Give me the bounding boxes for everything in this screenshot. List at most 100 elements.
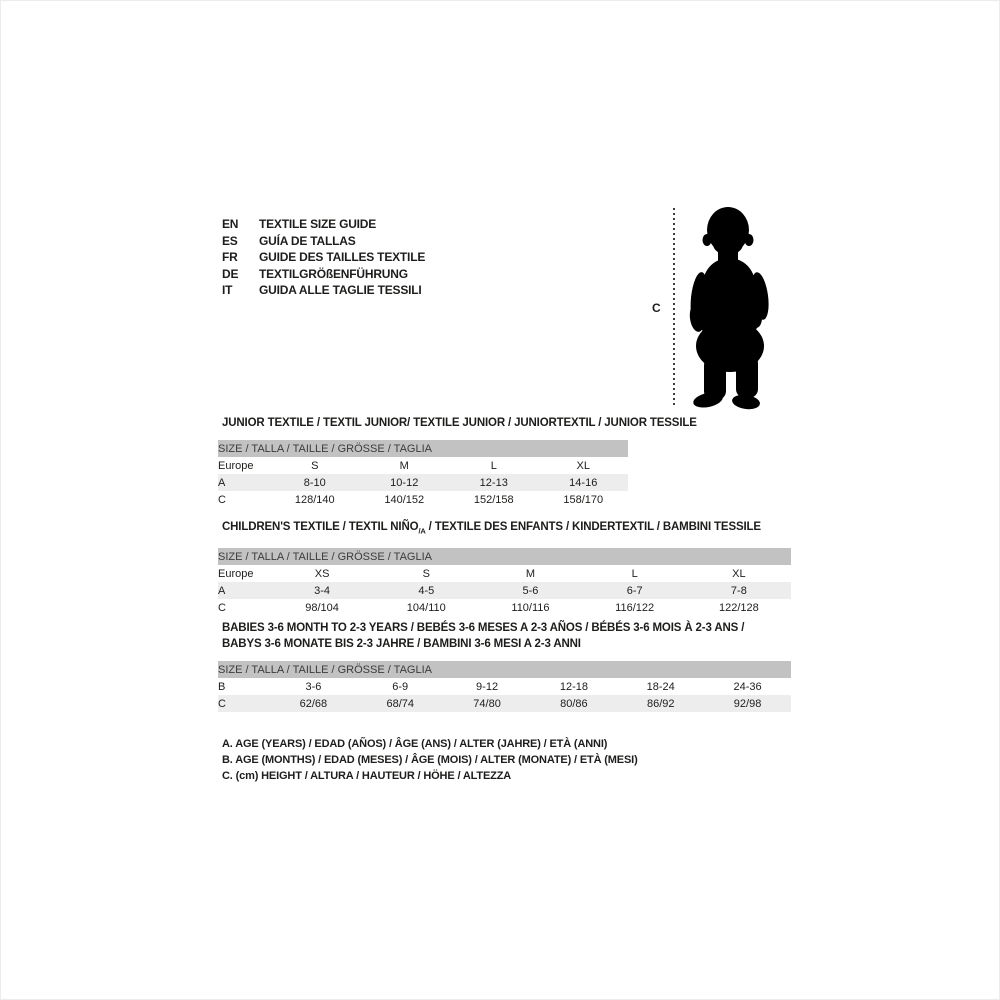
table-cell: 116/122 — [615, 601, 655, 614]
section-title-text: / TEXTILE DES ENFANTS / KINDERTEXTIL / B… — [425, 521, 761, 533]
row-label: C — [218, 601, 226, 614]
table-cell: 3-6 — [305, 680, 322, 693]
table-cell: 122/128 — [718, 601, 759, 614]
language-label: TEXTILGRÖßENFÜHRUNG — [259, 266, 408, 281]
table-cell: 158/170 — [563, 493, 604, 506]
section-title-line: JUNIOR TEXTILE / TEXTIL JUNIOR/ TEXTILE … — [222, 415, 697, 431]
language-label: GUIDA ALLE TAGLIE TESSILI — [259, 283, 422, 297]
table-row: Europe XS S M L XL — [218, 565, 791, 582]
table-cell: 110/116 — [511, 601, 550, 614]
table-cell: 4-5 — [374, 582, 479, 600]
table-cell: 6-7 — [582, 582, 687, 600]
babies-size-table: SIZE / TALLA / TAILLE / GRÖSSE / TAGLIA B… — [218, 661, 791, 712]
legend-line: C. (cm) HEIGHT / ALTURA / HAUTEUR / HÖHE… — [222, 770, 512, 782]
section-babies-textile: BABIES 3-6 MONTH TO 2-3 YEARS / BEBÉS 3-… — [218, 620, 791, 712]
table-cell: 24-36 — [733, 680, 762, 693]
table-cell: 92/98 — [704, 695, 791, 712]
table-cell: 6-9 — [392, 680, 409, 693]
language-code: ES — [222, 233, 238, 248]
section-title-text: BABYS 3-6 MONATE BIS 2-3 JAHRE / BAMBINI… — [222, 638, 581, 650]
language-code: IT — [222, 283, 233, 297]
table-cell: 14-16 — [538, 474, 628, 491]
language-code: EN — [222, 217, 239, 231]
table-cell: L — [631, 567, 638, 580]
table-cell: 18-24 — [646, 680, 675, 693]
language-row: DE TEXTILGRÖßENFÜHRUNG — [222, 266, 425, 283]
language-row: FR GUIDE DES TAILLES TEXTILE — [222, 249, 425, 266]
section-childrens-textile: CHILDREN'S TEXTILE / TEXTIL NIÑO/A / TEX… — [218, 519, 791, 616]
table-row: C 62/68 68/74 74/80 80/86 86/92 92/98 — [218, 695, 791, 712]
table-row: A 3-4 4-5 5-6 6-7 7-8 — [218, 582, 791, 600]
table-cell: L — [490, 459, 497, 472]
children-size-table: SIZE / TALLA / TAILLE / GRÖSSE / TAGLIA E… — [218, 548, 791, 616]
size-band-label: SIZE / TALLA / TAILLE / GRÖSSE / TAGLIA — [218, 548, 791, 566]
section-title: BABIES 3-6 MONTH TO 2-3 YEARS / BEBÉS 3-… — [222, 620, 791, 652]
row-label: C — [218, 695, 270, 712]
toddler-silhouette-icon — [689, 207, 769, 410]
table-cell: 140/152 — [384, 493, 425, 506]
table-cell: 7-8 — [686, 582, 791, 600]
legend: A. AGE (YEARS) / EDAD (AÑOS) / ÂGE (ANS)… — [222, 736, 638, 784]
table-cell: 152/158 — [473, 493, 514, 506]
size-band-row: SIZE / TALLA / TAILLE / GRÖSSE / TAGLIA — [218, 548, 791, 566]
section-title-line: BABIES 3-6 MONTH TO 2-3 YEARS / BEBÉS 3-… — [222, 620, 791, 636]
language-label: GUIDE DES TAILLES TEXTILE — [259, 250, 426, 264]
table-row: C 128/140 140/152 152/158 158/170 — [218, 491, 628, 508]
table-cell: 62/68 — [270, 695, 357, 712]
section-title: JUNIOR TEXTILE / TEXTIL JUNIOR/ TEXTILE … — [222, 415, 697, 431]
language-row: ES GUÍA DE TALLAS — [222, 233, 425, 250]
table-cell: XS — [314, 567, 330, 580]
table-cell: 5-6 — [478, 582, 583, 600]
row-label: A — [218, 582, 270, 600]
table-cell: XL — [576, 459, 590, 472]
section-title-text: BABIES 3-6 MONTH TO 2-3 YEARS / BEBÉS 3-… — [222, 622, 745, 634]
size-band-row: SIZE / TALLA / TAILLE / GRÖSSE / TAGLIA — [218, 661, 791, 678]
row-label: C — [218, 493, 226, 506]
height-dotted-line — [673, 208, 675, 408]
height-c-label: C — [652, 301, 661, 315]
table-cell: 128/140 — [294, 493, 335, 506]
table-cell: M — [399, 459, 409, 472]
section-title-text: /A — [418, 526, 426, 536]
row-label: Europe — [218, 567, 254, 580]
size-band-row: SIZE / TALLA / TAILLE / GRÖSSE / TAGLIA — [218, 440, 628, 457]
section-title-text: CHILDREN'S TEXTILE / TEXTIL NIÑO — [222, 521, 419, 533]
table-cell: 10-12 — [359, 474, 449, 491]
table-row: B 3-6 6-9 9-12 12-18 18-24 24-36 — [218, 678, 791, 695]
section-junior-textile: JUNIOR TEXTILE / TEXTIL JUNIOR/ TEXTILE … — [218, 415, 697, 508]
table-row: C 98/104 104/110 110/116 116/122 122/128 — [218, 599, 791, 616]
legend-line: A. AGE (YEARS) / EDAD (AÑOS) / ÂGE (ANS)… — [222, 738, 608, 750]
language-code: FR — [222, 250, 238, 264]
language-row: IT GUIDA ALLE TAGLIE TESSILI — [222, 282, 425, 299]
section-title-line: CHILDREN'S TEXTILE / TEXTIL NIÑO/A / TEX… — [222, 519, 791, 539]
table-cell: 86/92 — [617, 695, 705, 712]
language-label: TEXTILE SIZE GUIDE — [259, 217, 377, 231]
table-cell: XL — [732, 567, 746, 580]
table-cell: 104/110 — [406, 601, 446, 614]
size-band-label: SIZE / TALLA / TAILLE / GRÖSSE / TAGLIA — [218, 661, 791, 678]
section-title-text: JUNIOR TEXTILE / TEXTIL JUNIOR/ TEXTILE … — [222, 417, 697, 429]
row-label: Europe — [218, 459, 254, 472]
row-label: A — [218, 474, 270, 491]
language-guide-list: EN TEXTILE SIZE GUIDE ES GUÍA DE TALLAS FR GU… — [222, 216, 425, 299]
row-label: B — [218, 680, 226, 693]
table-cell: 9-12 — [476, 680, 499, 693]
table-row: Europe S M L XL — [218, 457, 628, 474]
table-cell: 80/86 — [530, 695, 618, 712]
language-label: GUÍA DE TALLAS — [259, 233, 356, 248]
table-cell: 12-18 — [559, 680, 588, 693]
language-row: EN TEXTILE SIZE GUIDE — [222, 216, 425, 233]
table-cell: 68/74 — [356, 695, 444, 712]
junior-size-table: SIZE / TALLA / TAILLE / GRÖSSE / TAGLIA E… — [218, 440, 628, 508]
table-cell: 98/104 — [305, 601, 339, 614]
size-band-label: SIZE / TALLA / TAILLE / GRÖSSE / TAGLIA — [218, 440, 628, 457]
language-code: DE — [222, 266, 239, 281]
section-title: CHILDREN'S TEXTILE / TEXTIL NIÑO/A / TEX… — [222, 519, 791, 539]
table-cell: M — [525, 567, 536, 580]
section-title-line: BABYS 3-6 MONATE BIS 2-3 JAHRE / BAMBINI… — [222, 636, 791, 652]
table-row: A 8-10 10-12 12-13 14-16 — [218, 474, 628, 491]
table-cell: S — [311, 459, 319, 472]
legend-line: B. AGE (MONTHS) / EDAD (MESES) / ÂGE (MO… — [222, 754, 638, 766]
table-cell: S — [422, 567, 430, 580]
